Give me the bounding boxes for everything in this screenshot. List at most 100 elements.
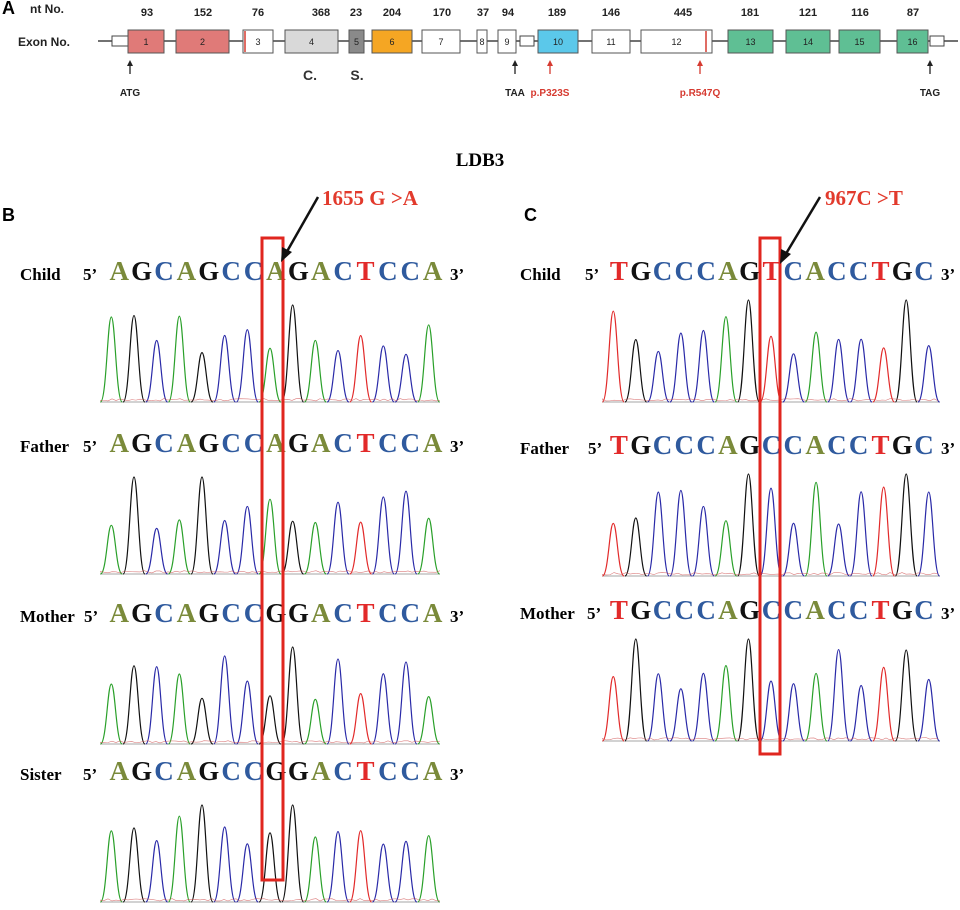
trace-peak [669,332,693,403]
trace-peak [349,830,373,903]
base-A: A [805,430,825,460]
trace-peak [394,353,418,403]
trace-noise [602,572,939,576]
three-prime-label: 3’ [450,437,465,456]
nt-length: 116 [851,7,869,19]
base-T: T [356,256,375,286]
panel-label-a: A [2,0,15,18]
trace-peak [145,666,169,745]
base-C: C [243,428,264,458]
base-A: A [176,598,197,628]
nt-number-label: nt No. [30,2,64,16]
base-C: C [378,256,398,286]
trace-peak [258,498,282,575]
base-C: C [154,428,174,458]
trace-peak [624,339,648,403]
trace-peak [281,804,305,903]
trace-peak [872,666,896,742]
sequence-text: AGC AGC C AGA C T C C A [108,256,444,287]
trace-peak [394,490,418,575]
trace-peak [894,473,918,577]
exon-number: 11 [606,37,615,47]
trace-peak [872,347,896,403]
trace-peak [714,665,738,742]
base-G: G [630,256,652,286]
trace-peak [602,675,625,742]
trace-peak [122,665,146,745]
base-T: T [762,256,781,286]
base-C: C [761,430,782,460]
base-C: C [221,428,241,458]
exon-box-9 [497,29,517,54]
base-C: C [696,256,716,286]
exon-box-4 [284,29,339,54]
marker-label: ATG [120,88,141,99]
exon-box-14 [785,29,831,54]
base-A: A [109,256,129,286]
trace-peak [303,339,327,403]
trace-peak [692,329,715,403]
base-C: C [674,595,695,625]
base-G: G [131,428,153,458]
trace-peak [258,695,282,745]
trace-peak [602,310,625,403]
exon-box-6 [371,29,413,54]
trace-peak [145,339,169,403]
trace-peak [759,335,783,403]
base-C: C [243,256,264,286]
trace-peak [417,517,440,575]
trace-peak [669,489,693,577]
base-C: C [848,430,869,460]
gene-title: LDB3 [455,150,505,171]
nt-length: 204 [383,7,402,19]
trace-peak [646,673,670,742]
trace-peak [624,638,648,742]
trace-peak [349,692,373,745]
base-C: C [696,595,716,625]
exon-box-10 [537,29,579,54]
trace-noise [602,737,939,741]
trace-peak [213,655,237,745]
trace-peak [100,316,123,403]
base-T: T [871,595,890,625]
base-A: A [109,598,129,628]
exon-box-7 [421,29,461,54]
trace-peak [917,491,940,577]
base-G: G [630,430,652,460]
three-prime-label: 3’ [450,765,465,784]
exon-number: 10 [553,37,563,47]
base-A: A [176,428,197,458]
trace-peak [394,840,418,903]
exon-number: 14 [803,37,813,47]
three-prime-label: 3’ [450,607,465,626]
trace-peak [737,299,760,403]
arrow-head-icon [697,60,703,66]
trace-peak [258,347,282,403]
trace-peak [167,815,191,903]
exon-box-11 [591,29,631,54]
chromatogram [100,646,440,745]
sequence-text: TGCCCAGCCACC TGC [608,595,935,626]
exon-number: 16 [907,37,917,47]
base-A: A [310,256,331,286]
base-G: G [739,256,761,286]
base-G: G [198,428,220,458]
trace-peak [804,481,828,577]
trace-peak [349,335,373,403]
base-G: G [198,598,220,628]
sample-label: Mother [520,604,575,623]
sample-label: Mother [20,607,75,626]
trace-peak [917,678,940,742]
base-A: A [718,595,738,625]
trace-noise [602,398,939,402]
base-C: C [333,428,353,458]
trace-peak [782,683,805,742]
base-A: A [266,256,286,286]
trace-peak [827,648,850,742]
base-C: C [400,756,421,786]
exon-number: 12 [671,37,681,47]
trace-peak [759,487,783,577]
trace-peak [190,476,214,575]
trace-noise [100,740,440,744]
trace-peak [145,527,169,575]
